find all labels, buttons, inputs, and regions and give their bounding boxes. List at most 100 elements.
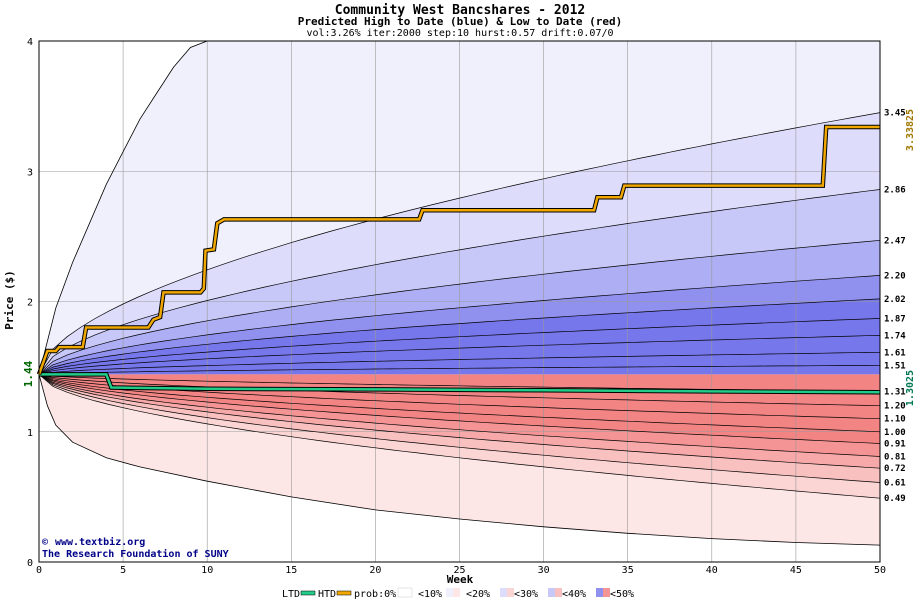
band-low-6: [39, 374, 880, 469]
legend-swatch-30-high: [548, 588, 555, 597]
quantile-low-0.49: [38, 374, 881, 499]
quantile-high-2.47: [38, 239, 881, 375]
x-tick-35: 35: [622, 565, 634, 576]
value-label-1.31: 1.31: [884, 387, 906, 397]
x-tick-5: 5: [120, 565, 126, 576]
quantile-high-1.61: [38, 351, 881, 375]
credit-block: © www.textbiz.org The Research Foundatio…: [42, 536, 229, 560]
x-tick-15: 15: [285, 565, 297, 576]
value-label-1.20: 1.20: [884, 402, 906, 412]
value-label-0.91: 0.91: [884, 439, 906, 449]
value-label-2.86: 2.86: [884, 185, 906, 195]
credit-copyright: ©: [42, 537, 49, 548]
x-tick-40: 40: [706, 565, 718, 576]
y-tick-1: 1: [27, 428, 33, 439]
quantile-high-2.20: [38, 275, 881, 375]
plot-frame: [38, 40, 881, 563]
x-tick-50: 50: [874, 565, 886, 576]
legend-swatch-10-high: [446, 588, 453, 597]
x-tick-25: 25: [453, 565, 465, 576]
value-label-1.74: 1.74: [884, 331, 906, 341]
value-label-1.87: 1.87: [884, 314, 906, 324]
chart-title: Community West Bancshares - 2012: [335, 3, 585, 18]
y-tick-4: 4: [27, 37, 33, 48]
legend-p50-label: <50%: [610, 589, 634, 600]
outer-low-envelope: [38, 374, 881, 546]
quantile-low-1.20: [38, 374, 881, 407]
legend-swatch-0: [397, 587, 413, 598]
value-label-1.61: 1.61: [884, 348, 906, 358]
quantile-low-0.72: [38, 374, 881, 469]
legend-swatch-20-high: [500, 588, 507, 597]
htd-end-label: 3.33825: [905, 109, 916, 151]
x-tick-10: 10: [201, 565, 213, 576]
chart-subtitle: Predicted High to Date (blue) & Low to D…: [298, 15, 623, 28]
quantile-high-1.51: [38, 364, 881, 375]
quantile-high-2.86: [38, 189, 881, 375]
legend-p20-label: <20%: [466, 589, 490, 600]
legend-ltd-label: LTD: [282, 589, 300, 600]
data-series: [36, 124, 881, 395]
band-low-4: [39, 374, 880, 444]
quantile-high-3.45: [38, 112, 881, 375]
value-label-0.49: 0.49: [884, 494, 906, 504]
legend-p40-label: <40%: [562, 589, 586, 600]
legend-ltd-swatch: [300, 590, 316, 596]
value-label-2.20: 2.20: [884, 271, 906, 281]
credit-site: www.textbiz.org: [55, 536, 145, 548]
legend-swatch-30-low: [555, 588, 562, 597]
quantile-high-2.02: [38, 298, 881, 375]
quantile-low-0.91: [38, 374, 881, 444]
start-price-label: 1.44: [22, 360, 35, 387]
legend: LTD HTD prob:0% <10% <20% <30% <40% <50%: [282, 587, 634, 600]
band-low-8: [39, 374, 880, 499]
quantile-value-labels: 3.45 2.86 2.47 2.20 2.02 1.87 1.74 1.61 1.51 1.31…: [884, 109, 906, 505]
axes: 0 5 10 15 20 25 30 35 40 45 50 0 1 2 3 4: [27, 37, 886, 576]
legend-swatch-40-high: [596, 588, 603, 597]
quantile-low-1.00: [38, 374, 881, 433]
value-label-2.47: 2.47: [884, 236, 906, 246]
value-label-0.81: 0.81: [884, 452, 906, 462]
ltd-end-label: 1.3025: [905, 370, 916, 406]
legend-p30-label: <30%: [514, 589, 538, 600]
chart-params: vol:3.26% iter:2000 step:10 hurst:0.57 d…: [306, 28, 613, 39]
value-label-1.00: 1.00: [884, 428, 906, 438]
y-tick-0: 0: [27, 558, 33, 569]
x-tick-30: 30: [538, 565, 550, 576]
legend-htd-swatch: [336, 590, 352, 596]
band-high-3: [39, 275, 880, 375]
band-low-7: [39, 374, 880, 483]
value-label-3.45: 3.45: [884, 109, 906, 119]
outer-high-envelope: [38, 40, 208, 375]
value-label-0.61: 0.61: [884, 479, 906, 489]
legend-prob-label: prob:0%: [354, 589, 396, 600]
value-label-2.02: 2.02: [884, 295, 906, 305]
value-label-1.51: 1.51: [884, 361, 906, 371]
y-tick-3: 3: [27, 167, 33, 178]
x-axis-label: Week: [447, 573, 474, 586]
y-axis-label: Price ($): [3, 270, 16, 330]
band-high-outer: [39, 41, 880, 375]
x-tick-45: 45: [790, 565, 802, 576]
htd-series: [37, 125, 880, 375]
quantile-low-0.61: [38, 374, 881, 483]
legend-swatch-20-low: [507, 588, 514, 597]
credit-org: The Research Foundation of SUNY: [42, 548, 229, 560]
band-low-5: [39, 374, 880, 457]
legend-swatch-40-low: [603, 588, 610, 597]
plot-area: [36, 40, 881, 563]
quantile-high-1.87: [38, 318, 881, 375]
quantile-low-0.81: [38, 374, 881, 457]
value-label-0.72: 0.72: [884, 464, 906, 474]
x-tick-0: 0: [36, 565, 42, 576]
ltd-series: [39, 373, 881, 394]
legend-p10-label: <10%: [418, 589, 442, 600]
quantile-high-1.74: [38, 335, 881, 375]
y-tick-2: 2: [27, 298, 33, 309]
x-tick-20: 20: [369, 565, 381, 576]
band-low-3: [39, 374, 880, 432]
legend-swatch-10-low: [453, 588, 460, 597]
legend-htd-label: HTD: [318, 589, 336, 600]
value-label-1.10: 1.10: [884, 415, 906, 425]
